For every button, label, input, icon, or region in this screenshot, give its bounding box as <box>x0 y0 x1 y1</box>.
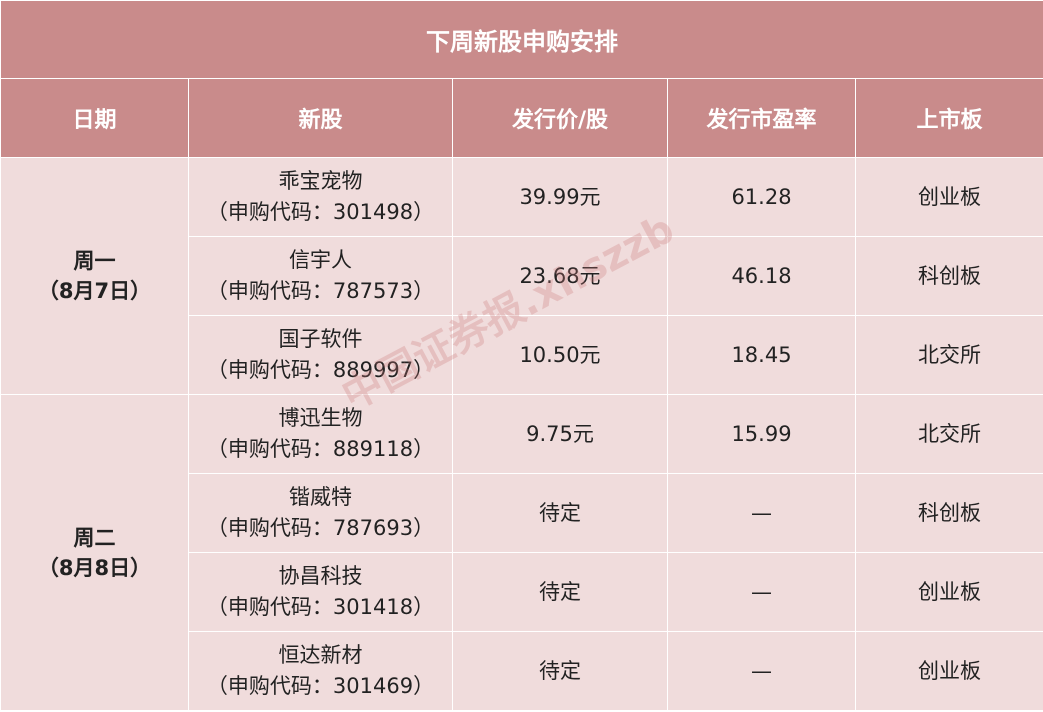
header-pe: 发行市盈率 <box>667 78 856 158</box>
stock-cell: 锴威特 （申购代码：787693） <box>188 473 453 553</box>
price-cell: 待定 <box>452 473 668 553</box>
pe-cell: 18.45 <box>667 315 856 395</box>
stock-code: （申购代码：889997） <box>206 358 435 382</box>
stock-code: （申购代码：301498） <box>206 200 435 224</box>
price-cell: 23.68元 <box>452 236 668 316</box>
stock-code: （申购代码：301469） <box>206 674 435 698</box>
price-cell: 9.75元 <box>452 394 668 474</box>
stock-name: 乖宝宠物 <box>278 169 363 193</box>
pe-cell: — <box>667 473 856 553</box>
board-cell: 科创板 <box>854 473 1043 553</box>
table-row: 锴威特 （申购代码：787693） 待定 — 科创板 <box>1 473 1043 553</box>
date: （8月7日） <box>37 279 152 303</box>
table-row: 恒达新材 （申购代码：301469） 待定 — 创业板 <box>1 631 1043 711</box>
date-cell: 周一 （8月7日） <box>0 157 189 395</box>
header-date: 日期 <box>0 78 189 158</box>
stock-cell: 博迅生物 （申购代码：889118） <box>188 394 453 474</box>
table-row: 周二 （8月8日） 博迅生物 （申购代码：889118） 9.75元 15.99 北交所 <box>0 394 1043 711</box>
table-row: 周一 （8月7日） 乖宝宠物 （申购代码：301498） 39.99元 61.28 创业板 <box>0 157 1043 395</box>
pe-cell: — <box>667 631 856 711</box>
date: （8月8日） <box>37 555 152 580</box>
pe-cell: 61.28 <box>667 157 856 237</box>
board-cell: 科创板 <box>854 236 1043 316</box>
weekday: 周一 <box>73 249 116 273</box>
weekday: 周二 <box>73 525 116 550</box>
table-row: 信宇人 （申购代码：787573） 23.68元 46.18 科创板 <box>1 236 1043 316</box>
board-cell: 北交所 <box>854 315 1043 395</box>
stock-name: 恒达新材 <box>278 643 363 667</box>
stock-cell: 国子软件 （申购代码：889997） <box>188 315 453 395</box>
stock-name: 协昌科技 <box>278 564 363 588</box>
board-cell: 创业板 <box>854 631 1043 711</box>
board-cell: 创业板 <box>854 157 1043 237</box>
stock-cell: 信宇人 （申购代码：787573） <box>188 236 453 316</box>
pe-cell: 46.18 <box>667 236 856 316</box>
header-price: 发行价/股 <box>452 78 668 158</box>
board-cell: 创业板 <box>854 552 1043 632</box>
price-cell: 39.99元 <box>452 157 668 237</box>
stock-name: 锴威特 <box>289 485 352 509</box>
price-cell: 10.50元 <box>452 315 668 395</box>
table-title: 下周新股申购安排 <box>0 0 1043 79</box>
table-row: 国子软件 （申购代码：889997） 10.50元 18.45 北交所 <box>1 315 1043 395</box>
table-row: 协昌科技 （申购代码：301418） 待定 — 创业板 <box>1 552 1043 632</box>
price-cell: 待定 <box>452 631 668 711</box>
date-cell: 周二 （8月8日） <box>0 394 189 711</box>
stock-name: 博迅生物 <box>278 406 363 430</box>
stock-code: （申购代码：301418） <box>206 595 435 619</box>
stock-cell: 协昌科技 （申购代码：301418） <box>188 552 453 632</box>
board-cell: 北交所 <box>854 394 1043 474</box>
stock-name: 国子软件 <box>278 327 363 351</box>
stock-cell: 恒达新材 （申购代码：301469） <box>188 631 453 711</box>
header-board: 上市板 <box>854 78 1043 158</box>
stock-code: （申购代码：787573） <box>206 279 435 303</box>
pe-cell: 15.99 <box>667 394 856 474</box>
pe-cell: — <box>667 552 856 632</box>
stock-code: （申购代码：889118） <box>206 437 435 461</box>
stock-name: 信宇人 <box>289 248 352 272</box>
stock-code: （申购代码：787693） <box>206 516 435 540</box>
header-stock: 新股 <box>188 78 453 158</box>
stock-cell: 乖宝宠物 （申购代码：301498） <box>188 157 453 237</box>
price-cell: 待定 <box>452 552 668 632</box>
